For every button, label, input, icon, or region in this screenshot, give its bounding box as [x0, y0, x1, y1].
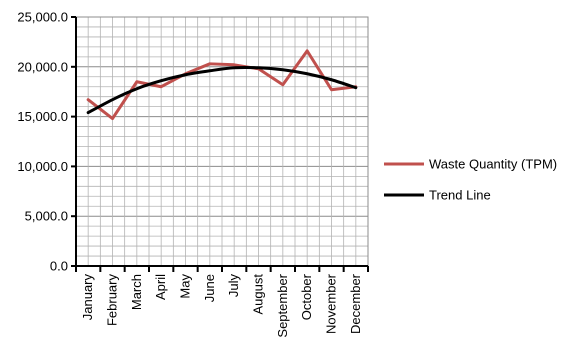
x-tick-label: January: [80, 274, 95, 321]
x-tick-label: October: [299, 273, 314, 320]
x-tick-label: April: [153, 274, 168, 300]
series-line-trend: [86, 65, 358, 115]
x-tick-label: May: [178, 274, 193, 299]
y-tick-label: 0.0: [50, 259, 68, 274]
legend-label: Waste Quantity (TPM): [429, 157, 557, 172]
x-tick-label: November: [324, 273, 339, 334]
y-tick-label: 15,000.0: [17, 109, 68, 124]
x-tick-label: December: [348, 273, 363, 334]
x-tick-label: June: [202, 274, 217, 302]
x-axis-ticks: January February March April May June July Augu…: [75, 266, 369, 338]
y-tick-label: 5,000.0: [25, 209, 68, 224]
legend: Waste Quantity (TPM) Trend Line: [384, 157, 557, 203]
y-tick-label: 20,000.0: [17, 59, 68, 74]
x-tick-label: August: [251, 274, 266, 315]
grid: [75, 16, 369, 267]
x-tick-label: February: [105, 274, 120, 327]
x-tick-label: September: [275, 273, 290, 337]
x-tick-label: March: [129, 274, 144, 310]
y-tick-label: 25,000.0: [17, 10, 68, 25]
x-tick-label: July: [226, 274, 241, 298]
y-tick-label: 10,000.0: [17, 159, 68, 174]
y-axis-ticks: 0.0 5,000.0 10,000.0 15,000.0 20,000.0 25,000…: [17, 10, 76, 274]
series: [86, 49, 358, 121]
series-line-waste-quantity: [86, 49, 358, 121]
legend-label: Trend Line: [429, 188, 491, 203]
